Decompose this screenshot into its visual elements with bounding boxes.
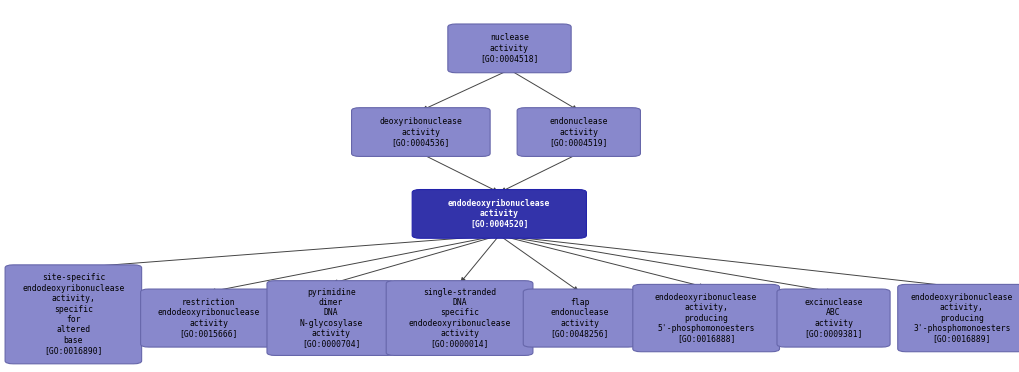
- FancyBboxPatch shape: [898, 284, 1019, 352]
- FancyBboxPatch shape: [141, 289, 277, 347]
- FancyBboxPatch shape: [633, 284, 780, 352]
- Text: single-stranded
DNA
specific
endodeoxyribonuclease
activity
[GO:0000014]: single-stranded DNA specific endodeoxyri…: [409, 288, 511, 349]
- Text: pyrimidine
dimer
DNA
N-glycosylase
activity
[GO:0000704]: pyrimidine dimer DNA N-glycosylase activ…: [300, 288, 363, 349]
- Text: endonuclease
activity
[GO:0004519]: endonuclease activity [GO:0004519]: [549, 117, 608, 147]
- Text: endodeoxyribonuclease
activity
[GO:0004520]: endodeoxyribonuclease activity [GO:00045…: [448, 199, 550, 229]
- FancyBboxPatch shape: [517, 108, 640, 156]
- Text: restriction
endodeoxyribonuclease
activity
[GO:0015666]: restriction endodeoxyribonuclease activi…: [158, 298, 260, 338]
- Text: excinuclease
ABC
activity
[GO:0009381]: excinuclease ABC activity [GO:0009381]: [804, 298, 863, 338]
- Text: site-specific
endodeoxyribonuclease
activity,
specific
for
altered
base
[GO:0016: site-specific endodeoxyribonuclease acti…: [22, 273, 124, 355]
- FancyBboxPatch shape: [267, 280, 395, 356]
- FancyBboxPatch shape: [448, 24, 571, 73]
- FancyBboxPatch shape: [776, 289, 891, 347]
- Text: endodeoxyribonuclease
activity,
producing
5'-phosphomonoesters
[GO:0016888]: endodeoxyribonuclease activity, producin…: [655, 293, 757, 343]
- Text: endodeoxyribonuclease
activity,
producing
3'-phosphomonoesters
[GO:0016889]: endodeoxyribonuclease activity, producin…: [911, 293, 1013, 343]
- FancyBboxPatch shape: [352, 108, 490, 156]
- FancyBboxPatch shape: [524, 289, 636, 347]
- Text: flap
endonuclease
activity
[GO:0048256]: flap endonuclease activity [GO:0048256]: [550, 298, 609, 338]
- FancyBboxPatch shape: [5, 265, 142, 364]
- Text: nuclease
activity
[GO:0004518]: nuclease activity [GO:0004518]: [480, 33, 539, 63]
- Text: deoxyribonuclease
activity
[GO:0004536]: deoxyribonuclease activity [GO:0004536]: [379, 117, 463, 147]
- FancyBboxPatch shape: [412, 189, 586, 238]
- FancyBboxPatch shape: [386, 280, 533, 356]
